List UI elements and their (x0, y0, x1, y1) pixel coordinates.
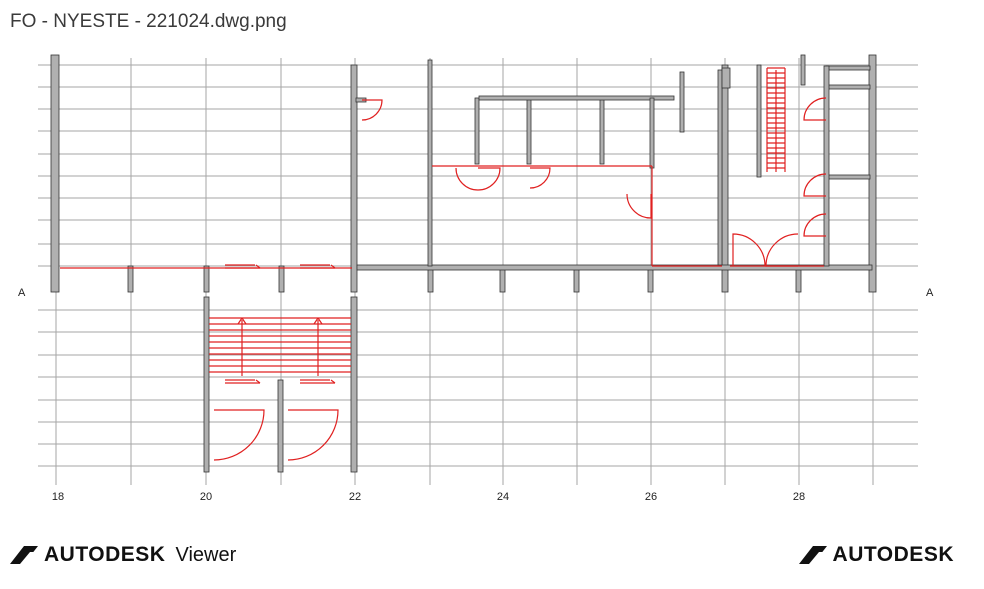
autodesk-viewer-logo: AUTODESK Viewer (10, 543, 236, 567)
door-swing (765, 233, 799, 267)
grid-column-labels: 18 20 22 24 26 28 (52, 491, 805, 503)
door-swing (213, 409, 265, 461)
wall-segment (203, 296, 210, 473)
grid-row-label-left: A (18, 287, 26, 299)
wall-segment (350, 296, 358, 473)
wall-segment (649, 97, 655, 169)
wall-segment (599, 97, 605, 165)
red-line (330, 379, 336, 384)
autodesk-logo: AUTODESK (798, 543, 954, 567)
red-line (237, 317, 243, 325)
grid-column-label: 24 (497, 491, 509, 503)
door-swing (803, 173, 827, 197)
wall-segment (356, 264, 873, 271)
autodesk-wordmark: AUTODESK (44, 543, 166, 566)
wall-segment (478, 95, 675, 101)
autodesk-logo-icon (10, 546, 38, 564)
wall-segment (278, 265, 285, 293)
wall-segment (679, 71, 685, 133)
red-line (255, 379, 261, 384)
wall-segment (721, 67, 731, 89)
wall-segment (825, 84, 871, 90)
door-swing (803, 213, 827, 237)
wall-segment (474, 97, 480, 165)
wall-segment (800, 54, 806, 86)
wall-segment (756, 64, 762, 178)
viewer-label: Viewer (175, 543, 237, 566)
wall-segment (203, 265, 210, 293)
wall-segment (526, 97, 532, 165)
wall-segment (721, 64, 729, 293)
door-swing (361, 99, 383, 121)
highlighted-elements (60, 67, 827, 461)
door-swing (455, 167, 501, 191)
wall-segment (427, 59, 433, 267)
wall-segment (868, 54, 877, 293)
wall-segment (825, 174, 871, 180)
red-line (317, 317, 323, 325)
wall-segment (277, 379, 284, 473)
walls (50, 54, 877, 473)
door-swing (732, 233, 766, 267)
window-title: FO - NYESTE - 221024.dwg.png (10, 11, 287, 32)
grid-column-label: 20 (200, 491, 212, 503)
red-line (255, 264, 261, 269)
grid-row-label-right: A (926, 287, 934, 299)
door-swing (529, 167, 551, 189)
red-line (330, 264, 336, 269)
wall-segment (50, 54, 60, 293)
wall-segment (823, 65, 830, 267)
red-line (241, 317, 247, 325)
door-swing (803, 97, 827, 121)
grid-column-label: 26 (645, 491, 657, 503)
wall-segment (717, 69, 723, 266)
door-swing (626, 193, 652, 219)
red-line (313, 317, 319, 325)
grid-column-label: 18 (52, 491, 64, 503)
door-swing (287, 409, 339, 461)
cad-drawing-canvas[interactable]: A A 18 20 22 24 26 28 (0, 45, 984, 515)
wall-segment (127, 265, 134, 293)
autodesk-wordmark: AUTODESK (832, 543, 954, 566)
grid-column-label: 22 (349, 491, 361, 503)
grid-column-label: 28 (793, 491, 805, 503)
wall-segment (350, 64, 358, 293)
wall-segment (825, 65, 871, 71)
autodesk-logo-icon (798, 546, 827, 564)
